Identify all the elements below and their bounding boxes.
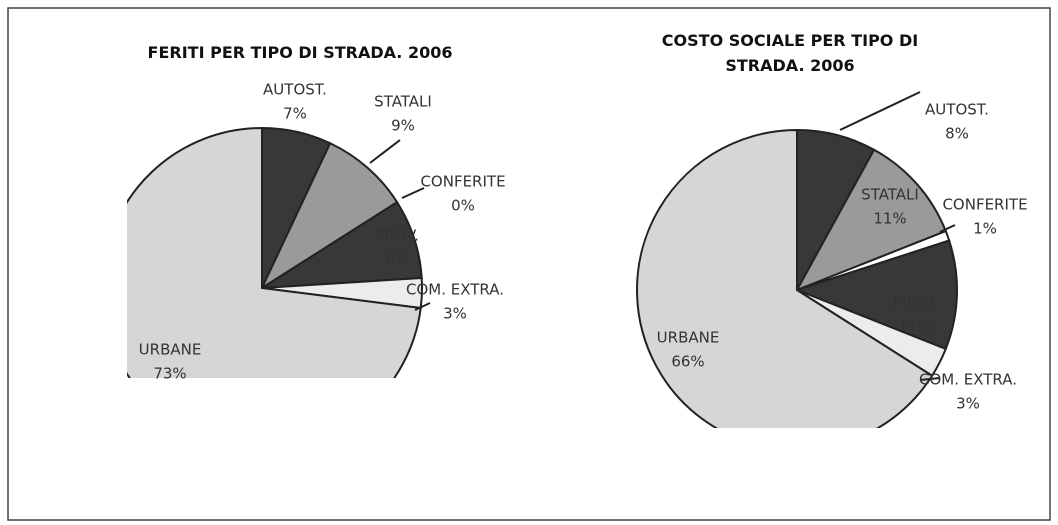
slice-label: STATALI — [861, 186, 919, 204]
leader-line — [839, 91, 921, 131]
slice-value: 11% — [898, 317, 931, 335]
leader-line — [919, 377, 941, 381]
frame — [7, 7, 1051, 521]
slice-value: 73% — [153, 365, 186, 383]
slice-label: CONFERITE — [420, 173, 505, 191]
slice-value: 11% — [873, 210, 906, 228]
leader-line — [414, 302, 431, 311]
leader-line — [939, 224, 956, 233]
pie-1 — [127, 126, 423, 378]
pie-slice — [636, 128, 934, 428]
slice-value: 9% — [391, 117, 415, 135]
leader-line — [401, 187, 425, 199]
pie-slice — [127, 126, 422, 378]
slice-label: URBANE — [657, 329, 720, 347]
pie-slice — [259, 141, 399, 291]
chart-title: COSTO SOCIALE PER TIPO DI STRADA. 2006 — [661, 31, 919, 75]
slice-label: COM. EXTRA. — [406, 281, 504, 299]
chart-title: FERITI PER TIPO DI STRADA. 2006 — [147, 43, 453, 62]
slice-label: COM. EXTRA. — [919, 371, 1017, 389]
leader-line — [369, 139, 401, 164]
slice-value: 1% — [973, 220, 997, 238]
slice-label: AUTOST. — [925, 101, 989, 119]
pie-slice — [794, 239, 958, 351]
pie-2 — [636, 128, 958, 428]
slice-label: STATALI — [374, 93, 432, 111]
labels: AUTOST. 7% STATALI 9% CONFERITE 0% PROV. 8% COM.… — [139, 31, 1028, 413]
chart-title-box: FERITI PER TIPO DI STRADA. 2006 — [147, 43, 453, 62]
slice-label: CONFERITE — [942, 196, 1027, 214]
chart-title-box: COSTO SOCIALE PER TIPO DI STRADA. 2006 — [661, 31, 919, 75]
slice-value: 8% — [385, 251, 409, 269]
slice-value: 3% — [956, 395, 980, 413]
slice-value: 8% — [945, 125, 969, 143]
slice-value: 0% — [451, 197, 475, 215]
slice-value: 7% — [283, 105, 307, 123]
slice-value: 66% — [671, 353, 704, 371]
slice-label: URBANE — [139, 341, 202, 359]
slice-value: 3% — [443, 305, 467, 323]
slice-label: PROV. — [375, 227, 419, 245]
slice-label: AUTOST. — [263, 81, 327, 99]
slice-label: PROV. — [893, 293, 937, 311]
pie-slice — [794, 148, 948, 292]
